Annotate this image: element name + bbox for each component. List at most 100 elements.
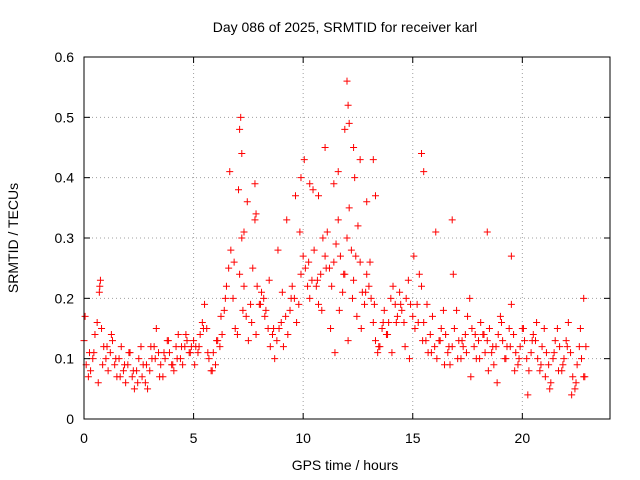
data-point — [462, 349, 470, 357]
data-point — [551, 337, 559, 345]
data-point — [351, 174, 359, 182]
data-point — [407, 300, 415, 308]
data-point — [242, 312, 250, 320]
data-point — [300, 156, 308, 164]
data-point — [196, 331, 204, 339]
data-point — [475, 337, 482, 345]
data-point — [271, 355, 279, 363]
data-point — [84, 373, 92, 381]
data-point — [310, 246, 318, 254]
data-point — [514, 361, 522, 369]
data-point — [93, 318, 101, 326]
data-point — [231, 325, 239, 332]
data-point — [268, 331, 276, 339]
data-point — [112, 355, 120, 363]
data-point — [541, 373, 549, 381]
data-point — [99, 361, 107, 369]
data-point — [119, 367, 127, 375]
data-point — [432, 228, 440, 236]
data-point — [287, 294, 295, 302]
data-point — [328, 282, 336, 290]
data-point — [170, 367, 178, 375]
data-point — [528, 337, 536, 345]
data-point — [413, 300, 421, 308]
data-point — [222, 282, 230, 290]
data-point — [427, 349, 435, 357]
data-point — [537, 361, 545, 369]
data-point — [125, 349, 133, 357]
data-point — [582, 343, 590, 351]
data-point — [409, 312, 417, 320]
data-point — [315, 300, 323, 308]
data-point — [315, 192, 323, 200]
data-point — [581, 373, 589, 381]
data-point — [448, 216, 456, 224]
data-point — [244, 337, 252, 345]
data-point — [252, 210, 260, 218]
data-point — [578, 355, 586, 363]
data-point — [563, 343, 571, 351]
data-point — [356, 258, 364, 266]
data-point — [494, 331, 502, 339]
data-point — [506, 343, 514, 351]
data-point — [237, 113, 245, 121]
data-point — [350, 144, 358, 151]
data-point — [467, 373, 475, 381]
data-point — [111, 361, 119, 369]
data-point — [344, 337, 352, 345]
data-point — [366, 258, 374, 266]
data-point — [95, 288, 103, 296]
data-point — [233, 331, 241, 339]
data-point — [301, 264, 309, 272]
data-point — [450, 325, 458, 332]
data-point — [441, 361, 449, 369]
data-point — [374, 349, 382, 357]
data-point — [569, 373, 577, 381]
data-point — [367, 294, 375, 302]
data-point — [217, 312, 225, 320]
data-point — [339, 288, 347, 296]
data-point — [484, 367, 492, 375]
data-point — [213, 337, 221, 345]
data-point — [182, 331, 190, 339]
data-point — [252, 331, 260, 339]
data-point — [306, 180, 314, 188]
data-point — [169, 361, 177, 369]
data-point — [402, 294, 410, 302]
data-point — [104, 367, 112, 375]
data-point — [262, 306, 270, 314]
data-point — [527, 349, 535, 357]
data-point — [238, 150, 246, 158]
data-point — [186, 349, 194, 357]
data-point — [116, 373, 124, 381]
data-point — [102, 355, 110, 363]
data-point — [256, 300, 264, 308]
data-point — [251, 180, 259, 188]
data-point — [449, 270, 457, 278]
data-point — [502, 355, 510, 363]
data-point — [183, 337, 191, 345]
data-point — [94, 379, 102, 387]
data-point — [288, 282, 296, 290]
data-point — [253, 282, 261, 290]
data-point — [401, 343, 409, 351]
data-point — [89, 355, 97, 363]
data-point — [437, 325, 445, 332]
data-point — [542, 349, 550, 357]
data-point — [371, 192, 379, 200]
data-point — [221, 294, 229, 302]
data-point — [470, 343, 478, 351]
data-point — [428, 312, 436, 320]
data-point — [332, 240, 340, 248]
data-point — [567, 349, 575, 357]
data-point — [173, 355, 181, 363]
data-point — [218, 331, 226, 339]
data-point — [107, 331, 115, 339]
data-point — [345, 204, 353, 212]
data-point — [240, 282, 248, 290]
data-point — [547, 379, 555, 387]
data-point — [344, 101, 352, 109]
data-point — [347, 246, 355, 254]
